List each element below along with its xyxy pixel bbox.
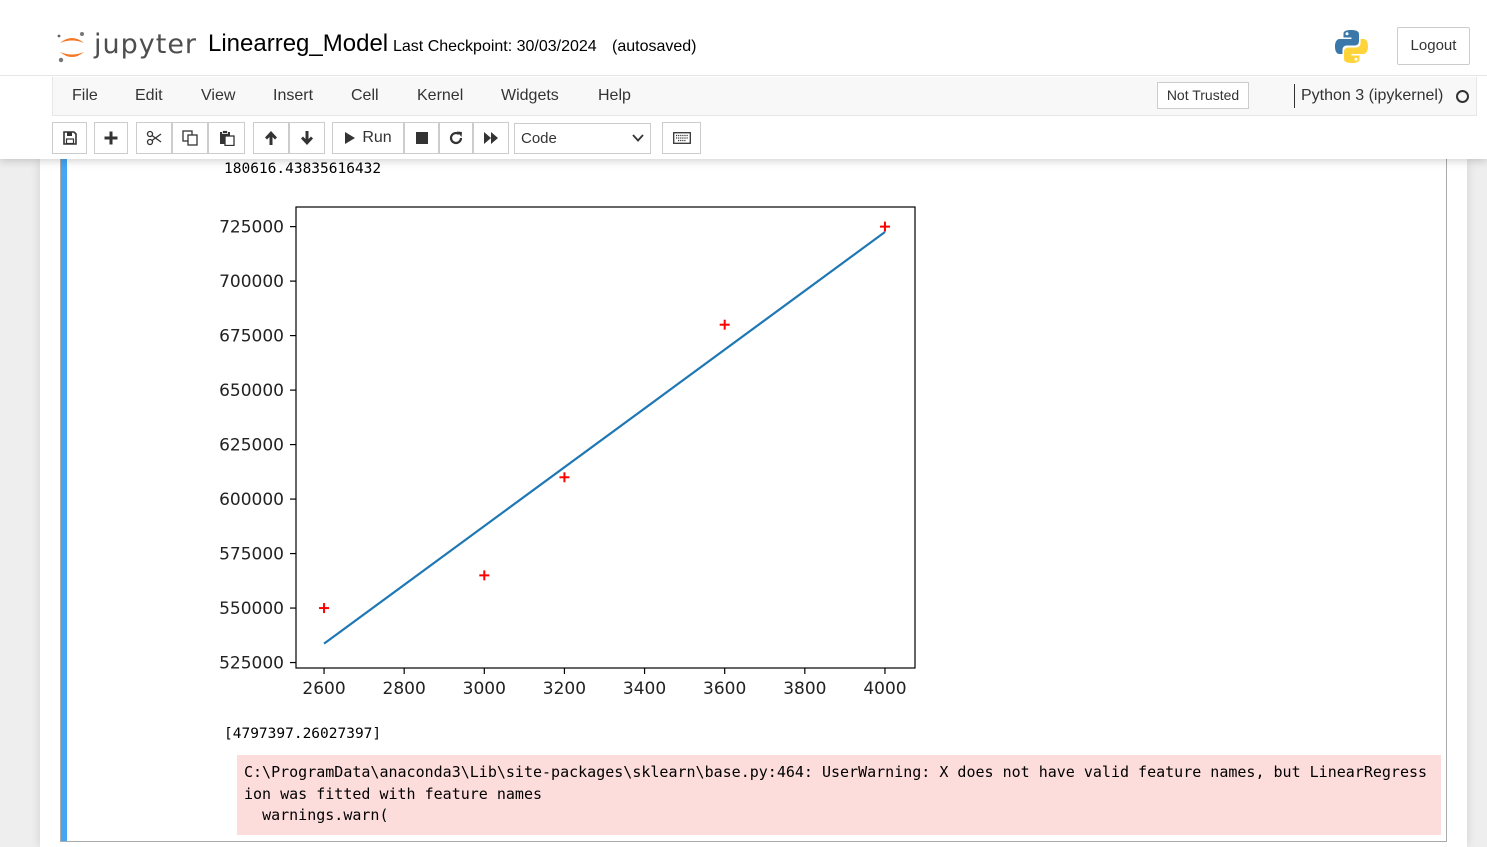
cell-type-select[interactable]: Code	[514, 123, 651, 154]
python-logo-icon	[1335, 30, 1368, 63]
menu-edit[interactable]: Edit	[135, 87, 163, 104]
regression-line	[323, 231, 886, 645]
x-tick-label: 4000	[863, 679, 906, 699]
y-tick-label: 525000	[219, 654, 284, 674]
data-point	[559, 472, 570, 483]
cell-selection-bar	[61, 159, 67, 841]
paste-button[interactable]	[208, 122, 245, 154]
interrupt-button[interactable]	[404, 122, 439, 154]
cut-icon	[146, 130, 162, 146]
command-palette-button[interactable]	[662, 122, 701, 154]
y-tick-label: 725000	[219, 218, 284, 238]
notebook-header: jupyter Linearreg_Model Last Checkpoint:…	[0, 0, 1487, 159]
plot-frame	[295, 206, 916, 669]
y-tick-label: 700000	[219, 272, 284, 292]
y-axis: 525000 550000 575000 600000 625000 650000 6750…	[219, 218, 296, 674]
insert-cell-button[interactable]	[94, 122, 128, 154]
toolbar: Run Code	[0, 116, 1487, 159]
menu-help[interactable]: Help	[598, 87, 631, 104]
save-icon	[62, 131, 77, 145]
y-tick-label: 675000	[219, 327, 284, 347]
title-bar: jupyter Linearreg_Model Last Checkpoint:…	[0, 0, 1487, 76]
kernel-idle-indicator-icon	[1456, 90, 1469, 103]
y-tick-label: 625000	[219, 436, 284, 456]
copy-icon	[182, 130, 198, 146]
data-point	[319, 603, 330, 614]
menu-cell[interactable]: Cell	[351, 87, 379, 104]
arrow-up-icon	[265, 131, 277, 145]
notebook-container: 180616.43835616432 525000 550000 575000 600…	[40, 159, 1467, 847]
restart-button[interactable]	[439, 122, 473, 154]
stderr-warning: C:\ProgramData\anaconda3\Lib\site-packag…	[237, 755, 1441, 835]
y-tick-label: 550000	[219, 599, 284, 619]
trust-button[interactable]: Not Trusted	[1157, 82, 1249, 109]
menu-bar: File Edit View Insert Cell Kernel Widget…	[52, 77, 1477, 116]
play-icon	[345, 132, 356, 144]
x-tick-label: 3600	[703, 679, 746, 699]
y-tick-label: 600000	[219, 490, 284, 510]
data-point	[479, 570, 490, 581]
x-tick-label: 3000	[463, 679, 506, 699]
run-label: Run	[362, 129, 392, 146]
paste-icon	[219, 130, 235, 146]
restart-run-all-button[interactable]	[473, 122, 509, 154]
y-tick-label: 650000	[219, 381, 284, 401]
kernel-divider	[1294, 84, 1295, 108]
cut-button[interactable]	[136, 122, 172, 154]
menu-widgets[interactable]: Widgets	[501, 87, 559, 104]
x-tick-label: 3200	[543, 679, 586, 699]
copy-button[interactable]	[172, 122, 208, 154]
run-button[interactable]: Run	[332, 122, 404, 154]
prediction-output: [4797397.26027397]	[224, 726, 382, 742]
logo-text: jupyter	[94, 29, 198, 60]
menu-view[interactable]: View	[201, 87, 236, 104]
jupyter-logo-icon	[57, 32, 84, 63]
data-point	[719, 319, 730, 330]
menu-kernel[interactable]: Kernel	[417, 87, 464, 104]
menu-insert[interactable]: Insert	[273, 87, 314, 104]
y-tick-label: 575000	[219, 545, 284, 565]
autosave-status: (autosaved)	[612, 38, 697, 55]
save-button[interactable]	[52, 122, 87, 154]
x-tick-label: 2800	[383, 679, 426, 699]
menu-file[interactable]: File	[72, 87, 98, 104]
kernel-name[interactable]: Python 3 (ipykernel)	[1301, 87, 1444, 104]
x-tick-label: 3400	[623, 679, 666, 699]
x-tick-label: 2600	[302, 679, 345, 699]
scatter-plot: 525000 550000 575000 600000 625000 650000 6750…	[219, 206, 916, 699]
stop-icon	[415, 132, 428, 144]
code-cell[interactable]: 180616.43835616432 525000 550000 575000 600…	[60, 159, 1447, 842]
x-axis: 2600 2800 3000 3200 3400 3600 3800 4000	[302, 668, 907, 699]
checkpoint-status: Last Checkpoint: 30/03/2024	[393, 38, 597, 55]
logout-button[interactable]: Logout	[1397, 27, 1470, 65]
output-value: 180616.43835616432	[224, 161, 382, 177]
jupyter-logo[interactable]: jupyter	[56, 28, 196, 64]
notebook-name[interactable]: Linearreg_Model	[208, 30, 389, 57]
arrow-down-icon	[301, 131, 313, 145]
data-point	[879, 221, 890, 232]
fast-forward-icon	[484, 132, 498, 144]
keyboard-icon	[672, 132, 691, 144]
move-up-button[interactable]	[253, 122, 289, 154]
plot-series	[319, 221, 890, 645]
move-down-button[interactable]	[289, 122, 325, 154]
cell-type-value: Code	[521, 130, 557, 147]
plus-icon	[104, 131, 118, 145]
chevron-down-icon	[632, 134, 644, 142]
restart-icon	[449, 131, 463, 145]
x-tick-label: 3800	[783, 679, 826, 699]
